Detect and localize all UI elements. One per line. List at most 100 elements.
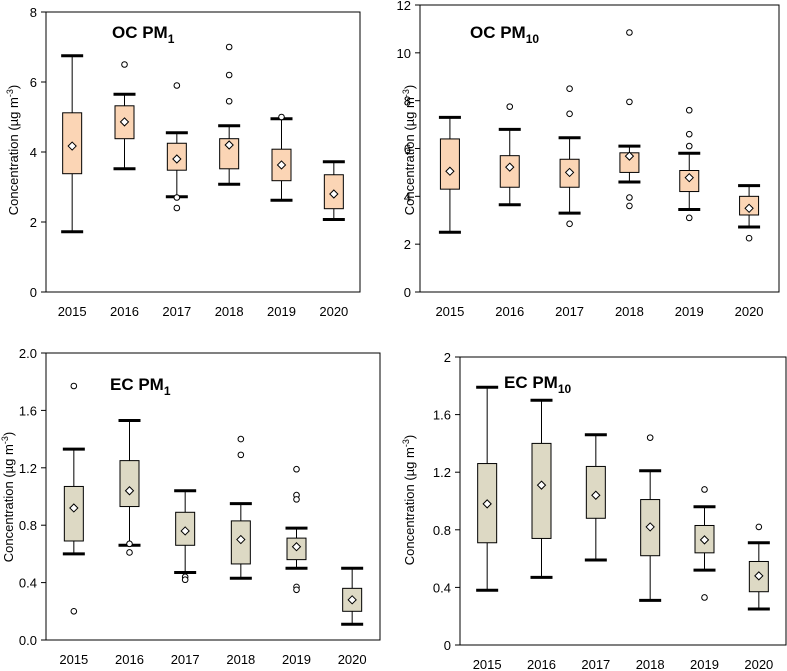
mean-marker xyxy=(119,117,130,127)
y-tick-label: 0.8 xyxy=(433,523,451,538)
y-axis-label: Concentration (µg m-3) xyxy=(0,432,16,562)
box-2015 xyxy=(438,115,461,234)
x-tick-label: 2016 xyxy=(495,304,524,319)
box-2015 xyxy=(61,54,84,234)
x-tick-label: 2016 xyxy=(527,657,556,671)
y-axis-label-superscript: -3 xyxy=(5,89,15,97)
x-tick-label: 2020 xyxy=(338,652,367,667)
box-2018 xyxy=(229,435,252,580)
chart-title-subscript: 10 xyxy=(558,382,572,396)
mean-marker xyxy=(624,151,635,161)
chart-title-main: OC PM xyxy=(470,23,526,42)
outlier-point xyxy=(173,82,181,89)
outlier-point xyxy=(626,98,633,106)
mean-marker xyxy=(124,486,135,496)
outlier-point xyxy=(626,29,633,36)
box-2019 xyxy=(693,486,716,601)
x-tick-label: 2016 xyxy=(110,304,139,319)
x-tick-label: 2018 xyxy=(215,304,244,319)
x-tick-label: 2018 xyxy=(226,652,255,667)
box-2018 xyxy=(218,43,241,186)
iqr-box xyxy=(219,138,240,170)
mean-marker xyxy=(329,189,339,199)
y-tick-label: 0 xyxy=(404,285,411,300)
outlier-point xyxy=(685,214,693,222)
outlier-point xyxy=(293,465,300,473)
y-tick-label: 0.4 xyxy=(19,576,37,591)
y-tick-label: 4 xyxy=(404,189,411,204)
box-2016 xyxy=(113,61,136,171)
y-axis-label-main: Concentration (µg m xyxy=(6,97,21,215)
mean-marker xyxy=(180,526,190,536)
box-2020 xyxy=(747,523,770,611)
mean-marker xyxy=(347,595,357,605)
box-2019 xyxy=(270,113,293,202)
outlier-point xyxy=(278,113,285,121)
y-tick-label: 10 xyxy=(397,46,411,61)
y-tick-label: 4 xyxy=(30,145,37,160)
y-axis-label-superscript: -3 xyxy=(401,439,411,447)
iqr-box xyxy=(531,442,552,539)
mean-marker xyxy=(591,490,601,500)
plot-frame xyxy=(459,356,787,646)
chart-title-main: EC PM xyxy=(504,373,558,392)
y-axis-label-main: Concentration (µg m xyxy=(1,444,16,562)
y-axis-label: Concentration (µg m-3) xyxy=(5,85,21,215)
y-tick-label: 2 xyxy=(30,215,37,230)
box-2016 xyxy=(498,103,521,207)
outlier-point xyxy=(293,496,300,503)
mean-marker xyxy=(744,203,754,213)
outlier-point xyxy=(70,382,78,390)
y-tick-label: 1.6 xyxy=(433,408,451,423)
x-tick-label: 2019 xyxy=(675,304,704,319)
y-tick-label: 0.4 xyxy=(433,580,451,595)
mean-marker xyxy=(276,160,287,170)
mean-marker xyxy=(67,141,77,151)
y-axis-label: Concentration (µg m-3) xyxy=(401,435,417,565)
outlier-point xyxy=(121,61,128,68)
chart-title: EC PM10 xyxy=(504,373,572,396)
x-tick-label: 2018 xyxy=(615,304,644,319)
outlier-point xyxy=(685,130,693,138)
x-tick-label: 2019 xyxy=(282,652,311,667)
outlier-point xyxy=(745,234,753,242)
mean-marker xyxy=(564,167,575,178)
y-tick-label: 2 xyxy=(404,237,411,252)
x-tick-label: 2017 xyxy=(171,652,200,667)
outlier-point xyxy=(701,486,708,493)
y-tick-label: 0 xyxy=(30,285,37,300)
plot-frame xyxy=(45,352,381,641)
box-2016 xyxy=(118,418,141,556)
outlier-point xyxy=(126,540,133,548)
x-tick-label: 2020 xyxy=(735,304,764,319)
chart-title-main: OC PM xyxy=(112,23,168,42)
box-2015 xyxy=(62,382,85,615)
y-axis-label-superscript: -3 xyxy=(401,89,411,97)
x-tick-label: 2015 xyxy=(435,304,464,319)
iqr-box xyxy=(119,460,140,508)
outlier-point xyxy=(626,194,633,201)
x-tick-label: 2019 xyxy=(267,304,296,319)
iqr-box xyxy=(439,138,460,190)
outlier-point xyxy=(685,106,693,114)
panel-oc-pm1: 0 2 4 6 8 2015 2016 2017 2018 2019 2020 OC PM1 Conce… xyxy=(5,5,361,319)
box-2020 xyxy=(738,184,761,242)
mean-marker xyxy=(684,172,694,183)
box-2020 xyxy=(341,566,364,626)
x-tick-label: 2017 xyxy=(555,304,584,319)
plot-frame xyxy=(45,11,361,293)
mean-marker xyxy=(172,154,182,164)
mean-marker xyxy=(754,571,764,581)
x-tick-label: 2020 xyxy=(319,304,348,319)
box-2018 xyxy=(639,434,662,602)
mean-marker xyxy=(291,542,302,552)
box-2019 xyxy=(678,106,701,222)
mean-marker xyxy=(236,534,246,545)
chart-title: EC PM1 xyxy=(110,375,171,398)
mean-marker xyxy=(536,480,547,490)
x-tick-label: 2015 xyxy=(59,652,88,667)
y-tick-label: 0.0 xyxy=(19,633,37,648)
y-axis-label-end: ) xyxy=(402,85,417,89)
outlier-point xyxy=(237,451,245,459)
